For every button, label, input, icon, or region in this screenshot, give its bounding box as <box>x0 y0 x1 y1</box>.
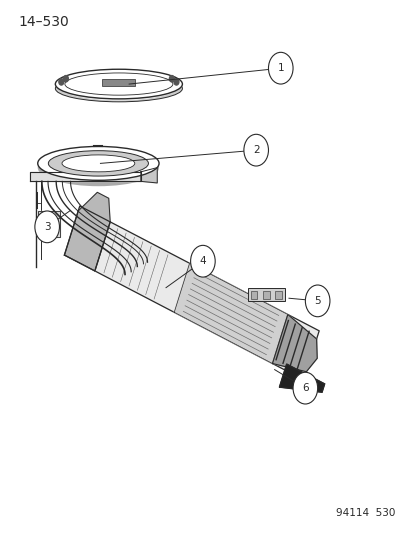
Bar <box>263 290 269 299</box>
Ellipse shape <box>38 149 159 186</box>
Ellipse shape <box>55 68 182 100</box>
Text: 5: 5 <box>313 296 320 306</box>
Ellipse shape <box>38 147 159 180</box>
Polygon shape <box>29 172 140 181</box>
Polygon shape <box>272 314 316 372</box>
Polygon shape <box>140 167 157 183</box>
Text: 94114  530: 94114 530 <box>335 508 394 518</box>
Circle shape <box>35 211 59 243</box>
Polygon shape <box>64 192 110 271</box>
Ellipse shape <box>62 155 135 172</box>
Ellipse shape <box>55 69 182 99</box>
Text: 14–530: 14–530 <box>19 15 69 29</box>
Circle shape <box>268 52 292 84</box>
Polygon shape <box>64 206 110 271</box>
Text: 1: 1 <box>277 63 283 73</box>
Bar <box>102 79 135 86</box>
Polygon shape <box>55 84 182 99</box>
Polygon shape <box>95 222 318 380</box>
Ellipse shape <box>48 151 148 176</box>
Text: 4: 4 <box>199 256 206 266</box>
Polygon shape <box>174 263 287 364</box>
Circle shape <box>169 76 174 82</box>
Circle shape <box>243 134 268 166</box>
Circle shape <box>190 245 215 277</box>
Circle shape <box>63 76 68 82</box>
Bar <box>275 290 281 299</box>
Polygon shape <box>38 211 60 237</box>
Ellipse shape <box>65 73 173 95</box>
FancyBboxPatch shape <box>247 288 284 301</box>
Text: 2: 2 <box>252 145 259 155</box>
Circle shape <box>305 285 329 317</box>
Bar <box>250 290 257 299</box>
Circle shape <box>292 372 317 404</box>
Text: 6: 6 <box>301 383 308 393</box>
Polygon shape <box>279 364 324 392</box>
Text: 3: 3 <box>44 222 50 232</box>
Ellipse shape <box>55 75 182 102</box>
Circle shape <box>59 79 64 85</box>
Circle shape <box>173 79 178 85</box>
